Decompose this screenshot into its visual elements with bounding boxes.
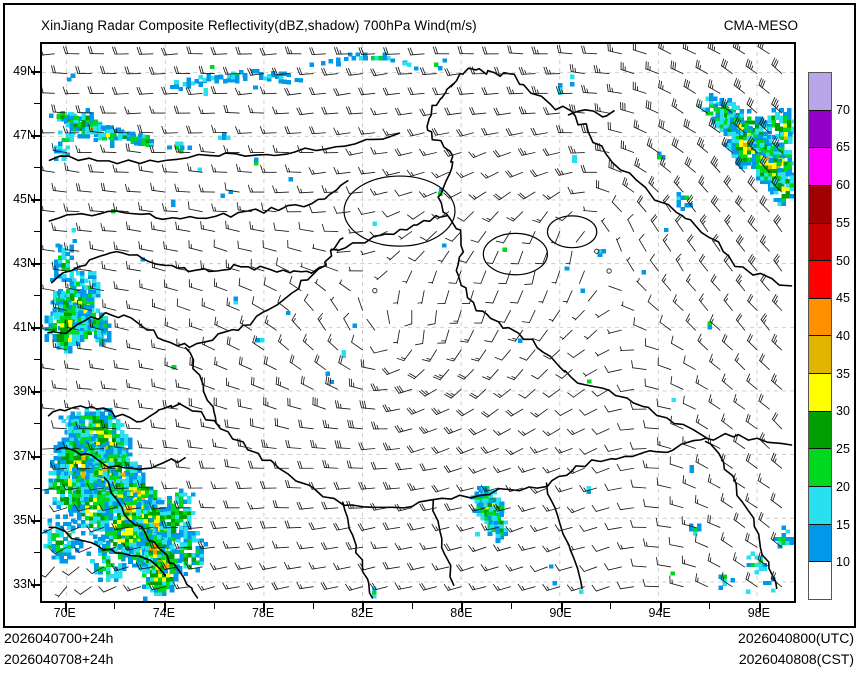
colorbar-tick-label: 70	[836, 102, 850, 117]
x-tick-label: 78E	[251, 606, 275, 620]
colorbar-tick-label: 50	[836, 253, 850, 268]
y-tick-mark	[31, 327, 40, 330]
y-tick-mark	[31, 263, 40, 266]
x-tick-label: 86E	[450, 606, 473, 620]
x-tick-minor	[213, 603, 215, 609]
reflectivity-colorbar[interactable]	[808, 72, 832, 600]
y-tick-mark	[31, 455, 40, 458]
x-tick-label: 98E	[747, 606, 770, 620]
x-tick-label: 70E	[53, 606, 76, 620]
y-tick-minor	[34, 487, 40, 489]
x-tick-mark	[758, 603, 761, 612]
x-tick-minor	[411, 603, 413, 609]
y-tick-label: 35N	[13, 512, 36, 527]
colorbar-band	[809, 73, 831, 111]
y-tick-label: 45N	[13, 192, 36, 207]
colorbar-band	[809, 336, 831, 375]
colorbar-tick-label: 35	[836, 366, 850, 381]
page-title: XinJiang Radar Composite Reflectivity(dB…	[41, 18, 477, 33]
y-tick-minor	[34, 423, 40, 425]
x-tick-label: 82E	[351, 606, 374, 620]
y-tick-minor	[34, 551, 40, 553]
valid-time-utc: 2026040800(UTC)	[738, 630, 854, 646]
colorbar-tick-label: 10	[836, 555, 850, 570]
init-time-utc: 2026040700+24h	[4, 630, 114, 646]
x-tick-label: 94E	[648, 606, 671, 620]
x-tick-label: 74E	[152, 606, 176, 620]
colorbar-band	[809, 223, 831, 262]
colorbar-band	[809, 298, 831, 337]
y-tick-mark	[31, 199, 40, 202]
colorbar-tick-label: 40	[836, 329, 850, 343]
colorbar-band	[809, 148, 831, 186]
y-tick-label: 37N	[13, 448, 36, 463]
y-tick-label: 41N	[13, 320, 36, 335]
y-tick-mark	[31, 519, 40, 522]
map-plot-area[interactable]	[40, 42, 796, 603]
radar-wind-map	[42, 44, 794, 601]
x-tick-minor	[114, 603, 116, 609]
y-tick-label: 47N	[13, 127, 36, 142]
colorbar-band	[809, 562, 831, 599]
x-tick-mark	[362, 603, 365, 612]
y-tick-minor	[34, 102, 40, 104]
colorbar-tick-label: 65	[836, 140, 850, 155]
y-tick-label: 39N	[13, 384, 36, 399]
colorbar-tick-label: 30	[836, 404, 850, 419]
y-tick-minor	[34, 295, 40, 297]
colorbar-tick-label: 45	[836, 291, 850, 306]
x-tick-mark	[263, 603, 266, 612]
colorbar-band	[809, 261, 831, 299]
colorbar-band	[809, 487, 831, 525]
y-tick-mark	[31, 70, 40, 73]
model-label: CMA-MESO	[723, 18, 798, 33]
x-tick-mark	[659, 603, 662, 612]
y-tick-mark	[31, 391, 40, 394]
x-tick-minor	[510, 603, 512, 609]
radar-reflectivity-layer	[43, 52, 794, 601]
colorbar-tick-label: 60	[836, 178, 850, 193]
x-tick-minor	[709, 603, 711, 609]
x-tick-mark	[64, 603, 67, 612]
colorbar-tick-label: 15	[836, 517, 850, 532]
colorbar-band	[809, 110, 831, 149]
y-tick-label: 43N	[13, 256, 36, 271]
colorbar-tick-label: 20	[836, 479, 850, 494]
administrative-borders-layer	[47, 67, 793, 599]
colorbar-band	[809, 449, 831, 488]
y-tick-minor	[34, 167, 40, 169]
colorbar-tick-label: 25	[836, 442, 850, 457]
x-tick-minor	[312, 603, 314, 609]
init-time-cst: 2026040708+24h	[4, 651, 114, 667]
colorbar-band	[809, 374, 831, 412]
y-tick-label: 49N	[13, 63, 36, 78]
footer: 2026040700+24h 2026040708+24h 2026040800…	[0, 630, 860, 675]
colorbar-band	[809, 411, 831, 450]
y-tick-mark	[31, 134, 40, 137]
colorbar-tick-label: 55	[836, 215, 850, 230]
y-tick-label: 33N	[13, 576, 36, 591]
colorbar-band	[809, 185, 831, 224]
valid-time-cst: 2026040808(CST)	[738, 651, 854, 667]
x-tick-mark	[560, 603, 563, 612]
x-tick-mark	[163, 603, 166, 612]
x-tick-mark	[461, 603, 464, 612]
colorbar-band	[809, 524, 831, 563]
wind-barbs-layer	[42, 44, 783, 598]
y-tick-mark	[31, 583, 40, 586]
y-tick-minor	[34, 231, 40, 233]
y-tick-minor	[34, 359, 40, 361]
x-tick-minor	[610, 603, 612, 609]
x-tick-label: 90E	[549, 606, 572, 620]
